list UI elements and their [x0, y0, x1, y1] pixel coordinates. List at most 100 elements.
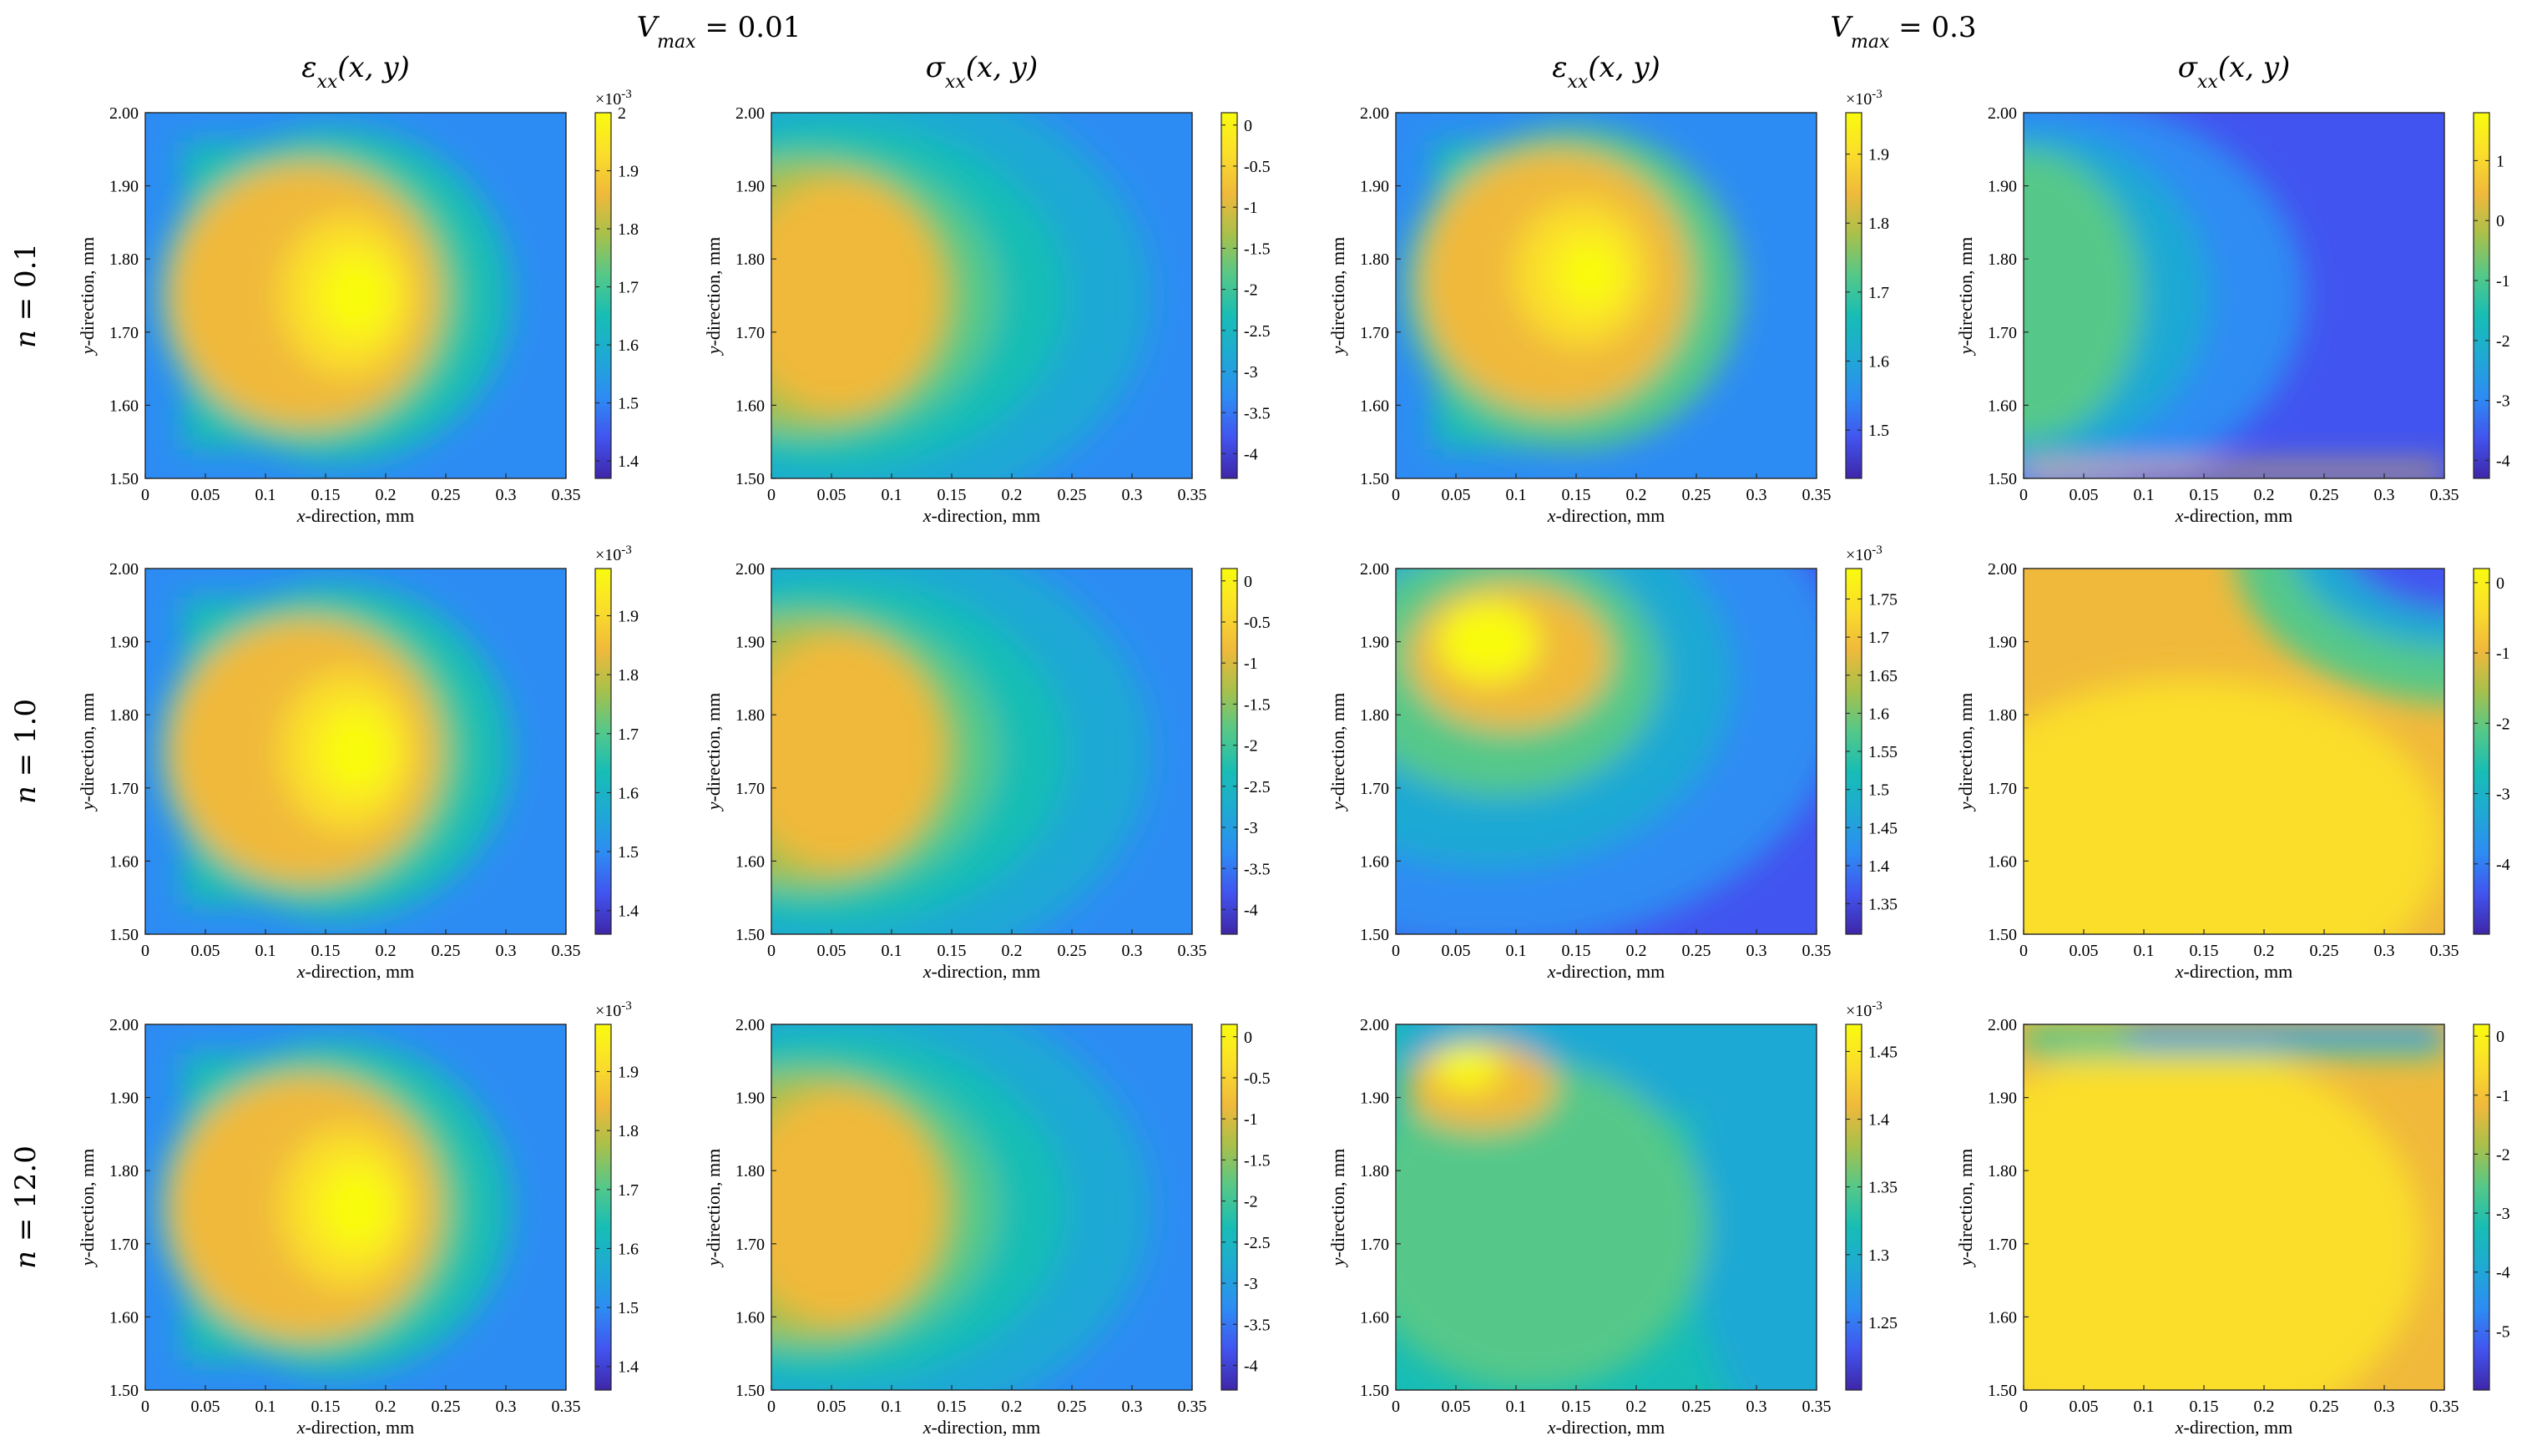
column-title-1: εxx(x, y)	[301, 51, 410, 93]
x-tick-label: 0.1	[2134, 486, 2155, 504]
colorbar-tick-label: 1.5	[1868, 781, 1889, 800]
x-axis-label: x-direction, mm	[296, 961, 415, 982]
y-tick-label: 1.70	[1360, 1236, 1389, 1254]
colorbar-tick-label: 1.8	[1868, 215, 1889, 233]
x-tick-label: 0.15	[938, 1398, 967, 1416]
y-tick-label: 1.90	[1360, 1089, 1389, 1108]
y-tick-label: 1.60	[1360, 1308, 1389, 1327]
heatmap-field	[771, 1024, 1192, 1390]
colorbar-tick-label: -3	[1244, 819, 1258, 837]
y-tick-label: 2.00	[735, 1016, 765, 1034]
y-tick-label: 1.60	[1360, 397, 1389, 415]
colorbar-exponent: ×10-3	[595, 88, 632, 109]
colorbar-tick-label: 1.5	[1868, 422, 1889, 440]
y-tick-label: 1.60	[109, 852, 139, 871]
colorbar-tick-label: 0	[2496, 574, 2504, 593]
colorbar-tick-label: 0	[1244, 1029, 1252, 1047]
x-tick-label: 0	[767, 942, 776, 960]
y-tick-label: 1.50	[1988, 926, 2017, 944]
y-axis-label: y-direction, mm	[1327, 693, 1348, 812]
row-label-1: n = 0.1	[9, 243, 43, 348]
y-tick-label: 1.70	[735, 780, 765, 798]
x-tick-label: 0.05	[817, 942, 847, 960]
x-tick-label: 0.25	[2310, 1398, 2339, 1416]
x-tick-label: 0.05	[2070, 486, 2099, 504]
colorbar-tick-label: -4	[1244, 445, 1258, 463]
colorbar: 0 -1 -2 -3 -4	[2473, 568, 2510, 935]
colorbar-tick-label: -4	[2496, 856, 2510, 874]
y-tick-label: 1.70	[735, 1236, 765, 1254]
colorbar-tick-label: -2	[1244, 1193, 1258, 1211]
y-tick-label: 1.70	[735, 324, 765, 342]
plot-frame	[144, 112, 567, 479]
colorbar-tick-label: -1	[2496, 645, 2510, 663]
colorbar-tick-label: 1.55	[1868, 743, 1898, 761]
x-tick-label: 0.15	[2190, 486, 2219, 504]
y-tick-label: 1.80	[735, 1162, 765, 1180]
x-tick-label: 0.35	[1178, 1398, 1207, 1416]
x-tick-label: 0.3	[1746, 486, 1767, 504]
colorbar-tick-label: -5	[2496, 1322, 2510, 1341]
x-axis-label: x-direction, mm	[296, 1417, 415, 1438]
x-tick-label: 0.2	[1626, 486, 1647, 504]
x-tick-label: 0.3	[496, 486, 517, 504]
subplot-r3-c3: 0 0.05 0.1 0.15 0.2 0.25 0.3 0.35 1.50 1.60 1.70 1.…	[1327, 999, 1898, 1438]
colorbar-tick-label: -3	[2496, 1205, 2510, 1223]
column-title-3: εxx(x, y)	[1552, 51, 1660, 93]
x-tick-label: 0.15	[1562, 1398, 1591, 1416]
colorbar-tick-label: 1.4	[1868, 857, 1889, 876]
y-tick-label: 1.60	[1988, 852, 2017, 871]
x-tick-label: 0.3	[1122, 1398, 1143, 1416]
x-tick-label: 0.2	[1626, 1398, 1647, 1416]
y-tick-label: 1.90	[109, 634, 139, 652]
x-tick-label: 0	[2019, 942, 2028, 960]
x-tick-label: 0.25	[432, 942, 461, 960]
colorbar-tick-label: -1	[2496, 1087, 2510, 1105]
x-tick-label: 0.2	[376, 1398, 397, 1416]
y-tick-label: 1.90	[109, 1089, 139, 1108]
colorbar-tick-label: -2	[2496, 1145, 2510, 1164]
x-tick-label: 0.3	[1746, 942, 1767, 960]
heatmap-field	[1396, 1024, 1817, 1390]
x-axis-label: x-direction, mm	[2175, 1417, 2293, 1438]
colorbar-tick-label: 1.9	[1868, 146, 1889, 164]
y-tick-label: 1.60	[1988, 397, 2017, 415]
x-tick-label: 0.1	[1506, 1398, 1527, 1416]
y-axis-label: y-direction, mm	[77, 1149, 98, 1268]
y-tick-label: 1.50	[1360, 470, 1389, 488]
x-tick-label: 0.2	[1002, 486, 1023, 504]
y-tick-label: 1.80	[1360, 1162, 1389, 1180]
heatmap-field	[2024, 113, 2444, 478]
x-tick-label: 0.15	[2190, 1398, 2219, 1416]
y-axis-label: y-direction, mm	[703, 693, 724, 812]
colorbar-tick-label: 1.6	[618, 1240, 639, 1258]
x-tick-label: 0	[1392, 942, 1400, 960]
colorbar-tick-label: 1.5	[618, 843, 639, 862]
x-tick-label: 0.05	[817, 1398, 847, 1416]
plot-frame	[771, 568, 1193, 935]
y-tick-label: 2.00	[1360, 104, 1389, 123]
y-tick-label: 1.90	[109, 178, 139, 196]
y-axis-label: y-direction, mm	[1955, 693, 1976, 812]
x-axis-label: x-direction, mm	[922, 961, 1041, 982]
x-tick-label: 0.1	[255, 1398, 276, 1416]
colorbar-tick-label: 1.9	[618, 163, 639, 181]
colorbar-tick-label: -0.5	[1244, 158, 1271, 176]
y-tick-label: 1.80	[1988, 1162, 2017, 1180]
x-tick-label: 0.15	[311, 942, 341, 960]
plot-frame	[144, 1024, 567, 1391]
x-tick-label: 0.3	[1122, 486, 1143, 504]
x-tick-label: 0.15	[1562, 486, 1591, 504]
heatmap-field	[771, 569, 1192, 934]
x-tick-label: 0.2	[1002, 942, 1023, 960]
y-tick-label: 1.70	[109, 1236, 139, 1254]
x-tick-label: 0.05	[191, 486, 220, 504]
subplot-r2-c2: 0 0.05 0.1 0.15 0.2 0.25 0.3 0.35 1.50 1.60 1.70 1.…	[703, 560, 1271, 982]
colorbar-tick-label: 1.7	[1868, 629, 1889, 647]
y-tick-label: 1.50	[1988, 470, 2017, 488]
group-label-2: Vmax = 0.3	[1830, 11, 1976, 53]
colorbar: 0 -0.5 -1 -1.5 -2 -2.5 -3 -3.5 -4	[1221, 112, 1271, 479]
y-tick-label: 1.80	[109, 1162, 139, 1180]
y-axis-label: y-direction, mm	[1955, 237, 1976, 356]
subplot-r1-c1: 0 0.05 0.1 0.15 0.2 0.25 0.3 0.35 1.50 1.60 1.70 1.…	[77, 88, 639, 526]
